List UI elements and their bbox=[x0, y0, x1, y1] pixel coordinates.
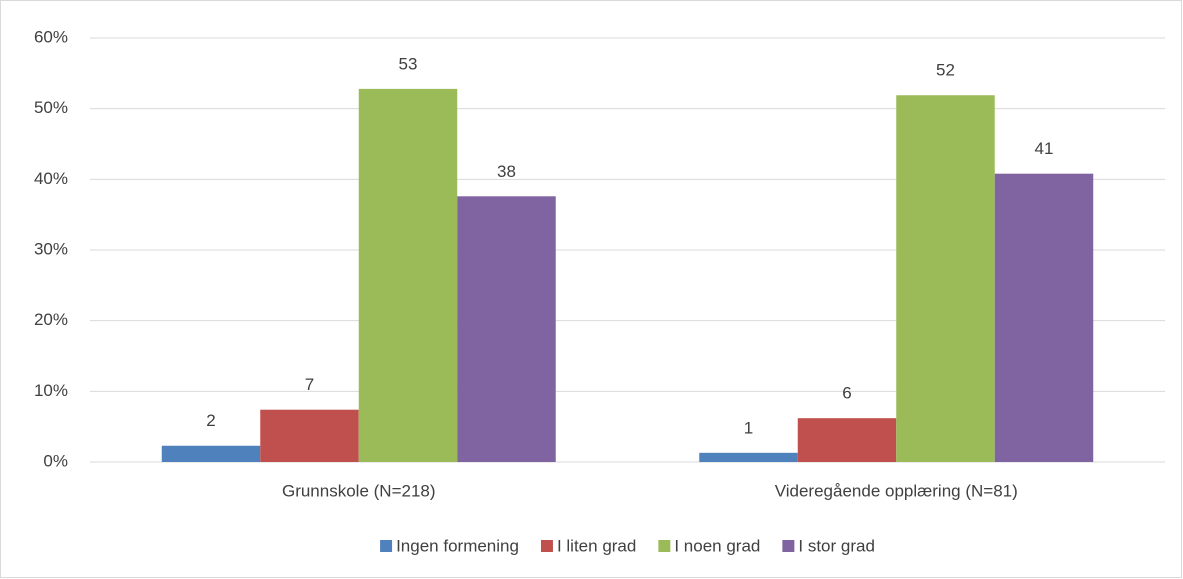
bar bbox=[161, 445, 261, 462]
legend-label: I liten grad bbox=[557, 536, 636, 555]
value-label: 53 bbox=[399, 54, 418, 73]
y-tick-label: 60% bbox=[34, 27, 68, 46]
value-label: 1 bbox=[744, 418, 753, 437]
bar bbox=[994, 173, 1094, 462]
y-tick-label: 50% bbox=[34, 98, 68, 117]
value-label: 41 bbox=[1035, 139, 1054, 158]
y-tick-label: 0% bbox=[43, 451, 68, 470]
legend-label: I stor grad bbox=[798, 536, 875, 555]
value-label: 52 bbox=[936, 61, 955, 80]
bar bbox=[699, 452, 798, 462]
bar bbox=[260, 409, 359, 462]
y-tick-label: 30% bbox=[34, 239, 68, 258]
legend: Ingen formening I liten grad I noen grad I … bbox=[380, 536, 875, 555]
legend-swatch bbox=[540, 540, 553, 552]
legend-swatch bbox=[658, 540, 671, 552]
value-label: 6 bbox=[842, 384, 851, 403]
y-tick-label: 10% bbox=[34, 381, 68, 400]
bar bbox=[797, 418, 897, 462]
y-tick-label: 20% bbox=[34, 310, 68, 329]
x-tick-label: Videregående opplæring (N=81) bbox=[775, 481, 1018, 500]
legend-label: Ingen formening bbox=[396, 536, 519, 555]
value-label: 2 bbox=[206, 411, 215, 430]
bar bbox=[896, 95, 995, 463]
value-label: 7 bbox=[305, 375, 314, 394]
legend-label: I noen grad bbox=[674, 536, 760, 555]
y-tick-label: 40% bbox=[34, 169, 68, 188]
legend-swatch bbox=[782, 540, 795, 552]
legend-swatch bbox=[380, 540, 393, 552]
value-label: 38 bbox=[497, 162, 516, 181]
x-tick-label: Grunnskole (N=218) bbox=[282, 481, 436, 500]
bar bbox=[358, 88, 458, 462]
bar bbox=[457, 196, 556, 462]
